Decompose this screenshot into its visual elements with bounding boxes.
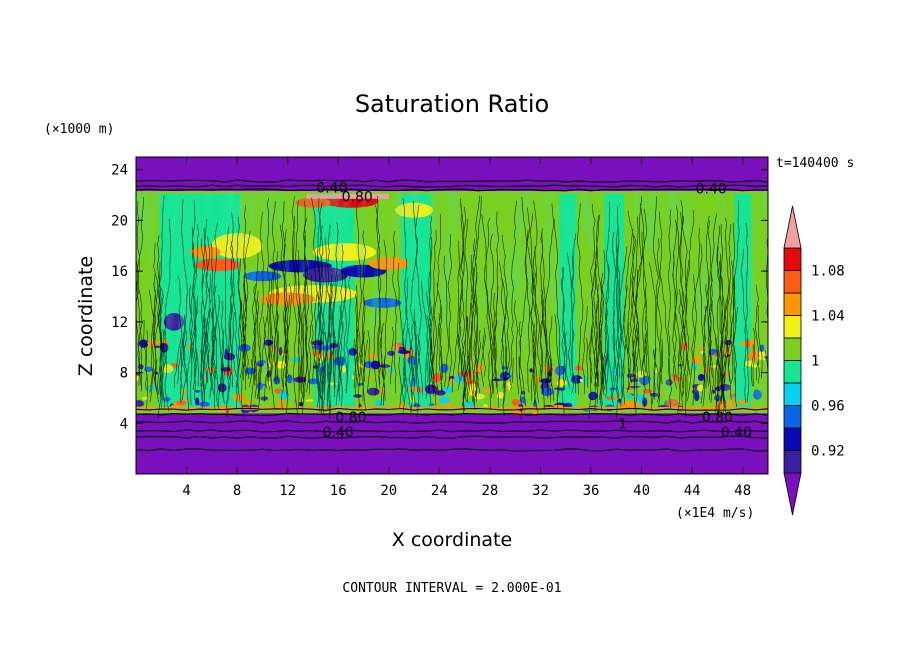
colorbar-tick-label: 1 — [811, 354, 819, 370]
horizontal-contour — [136, 429, 768, 433]
time-label: t=140400 s — [776, 156, 854, 171]
contour-label: 0.80 — [342, 189, 373, 205]
y-tick-label: 24 — [111, 163, 128, 179]
y-tick-label: 8 — [120, 366, 128, 382]
contour-interval-note: CONTOUR INTERVAL = 2.000E-01 — [342, 581, 561, 596]
contour-streaks — [136, 195, 768, 422]
horizontal-contour — [136, 179, 768, 183]
x-axis-label: X coordinate — [392, 529, 512, 551]
colorbar-tick-label: 1.08 — [811, 264, 845, 280]
x-tick-label: 48 — [734, 483, 751, 499]
colorbar-segment — [783, 270, 802, 294]
region-lower-dry-layer — [136, 413, 768, 474]
colorbar-segment — [783, 427, 802, 451]
x-tick-label: 12 — [279, 483, 296, 499]
moist-column-texture — [136, 193, 768, 411]
contour-label: 0.40 — [696, 182, 727, 198]
x-tick-label: 4 — [182, 483, 190, 499]
vertical-contours — [136, 195, 768, 422]
x-tick-label: 40 — [633, 483, 650, 499]
horizontal-contour — [136, 188, 768, 192]
x-unit-label: (×1E4 m/s) — [676, 506, 754, 521]
x-tick-label: 44 — [684, 483, 701, 499]
contour-labels: 0.400.80 0.400.800.401 0.800.40 — [316, 180, 752, 441]
horizontal-contour — [136, 407, 768, 411]
contour-label: 0.40 — [323, 425, 354, 441]
colorbar-segment — [783, 337, 802, 361]
x-tick-label: 36 — [583, 483, 600, 499]
contour-label: 0.80 — [702, 410, 733, 426]
horizontal-contour — [136, 448, 768, 452]
x-axis: 4 8 12 16 20 24 28 32 36 40 44 48 — [182, 157, 751, 499]
x-tick-label: 24 — [431, 483, 448, 499]
plot-frame — [135, 156, 769, 475]
colorbar-over-arrow — [783, 205, 802, 249]
colorbar-segment — [783, 360, 802, 384]
colorbar-segment — [783, 292, 802, 316]
colorbar-tick-label: 1.04 — [811, 309, 845, 325]
y-axis: 4 8 12 16 20 24 — [111, 163, 768, 432]
y-axis-label: Z coordinate — [75, 256, 97, 376]
x-tick-label: 8 — [233, 483, 241, 499]
contour-label: 0.80 — [335, 410, 366, 426]
contour-label: 0.40 — [721, 425, 752, 441]
horizontal-contour — [136, 184, 768, 188]
x-tick-label: 16 — [330, 483, 347, 499]
y-unit-label: (×1000 m) — [44, 122, 114, 137]
contour-lines — [136, 179, 768, 452]
contour-label: 0.40 — [316, 180, 347, 196]
colorbar-segment — [783, 315, 802, 339]
x-tick-label: 20 — [380, 483, 397, 499]
contour-plot-area — [136, 157, 768, 474]
colorbar-tick-label: 0.92 — [811, 444, 845, 460]
horizontal-contour — [136, 420, 768, 424]
colorbar: 0.92 0.96 1 1.04 1.08 — [783, 205, 845, 516]
x-tick-label: 28 — [481, 483, 498, 499]
y-tick-label: 12 — [111, 315, 128, 331]
y-tick-label: 4 — [120, 416, 128, 432]
horizontal-contour — [136, 435, 768, 439]
chart-title: Saturation Ratio — [355, 90, 549, 118]
y-tick-label: 20 — [111, 213, 128, 229]
colorbar-segment — [783, 405, 802, 429]
x-tick-label: 32 — [532, 483, 549, 499]
colorbar-segment — [783, 450, 802, 474]
colorbar-segment — [783, 382, 802, 406]
colorbar-tick-label: 0.96 — [811, 399, 845, 415]
y-tick-label: 16 — [111, 264, 128, 280]
contour-label: 1 — [618, 416, 627, 432]
horizontal-contour — [136, 412, 768, 416]
colorbar-under-arrow — [783, 472, 802, 516]
colorbar-segment — [783, 247, 802, 271]
